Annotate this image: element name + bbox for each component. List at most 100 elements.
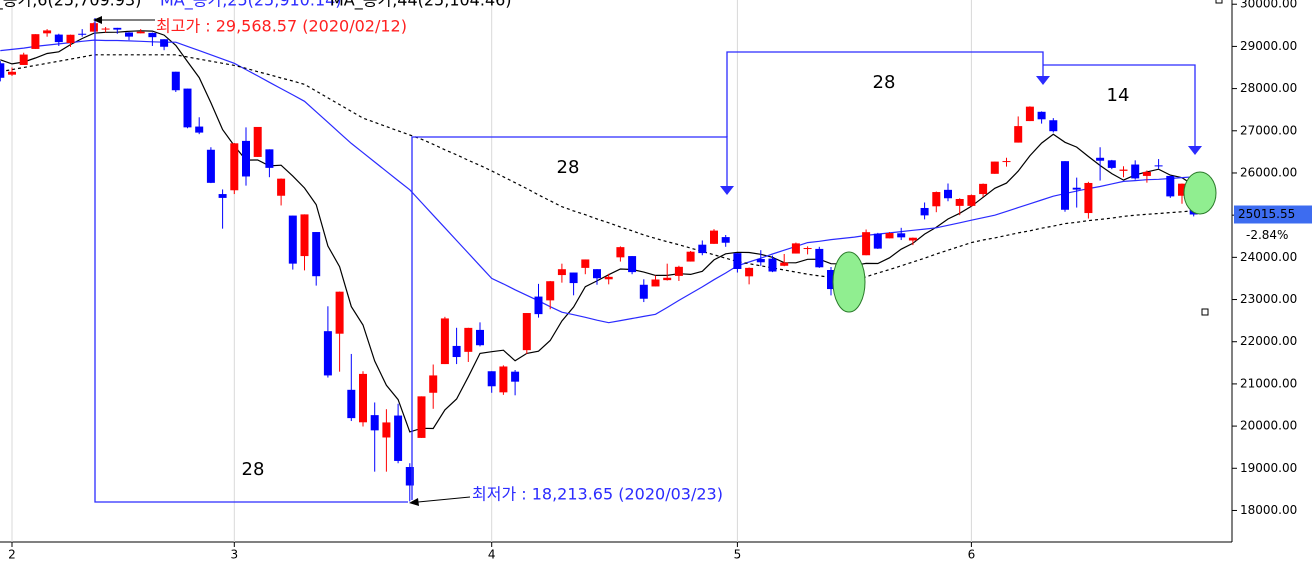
candle-body [359, 373, 367, 423]
cycle-brackets [94, 18, 1202, 503]
candle-body [335, 291, 344, 334]
candle-body [663, 277, 672, 281]
y-tick-label: 29000.00 [1240, 39, 1297, 53]
low-pointer [417, 496, 471, 503]
candle-body [815, 248, 824, 268]
x-tick-label: 2 [8, 548, 16, 562]
ma-line [0, 39, 1194, 324]
candle-body [347, 389, 356, 419]
candle-body [429, 375, 438, 393]
candle-body [370, 415, 379, 431]
candle-body [569, 272, 578, 284]
x-tick-label: 3 [230, 548, 238, 562]
y-tick-label: 24000.00 [1240, 250, 1297, 264]
candle-body [780, 262, 789, 266]
candle-body [300, 214, 309, 257]
candle-body [593, 269, 601, 279]
candle-body [277, 178, 286, 196]
candle-body [522, 313, 531, 351]
candle-body [944, 189, 952, 199]
candle-body [312, 232, 321, 277]
candle-body [54, 34, 63, 43]
candle-body [113, 27, 122, 30]
legend-entry: MA_종가,25(25,910.14) [160, 0, 342, 11]
candle-body [651, 279, 660, 287]
low-annotation: 최저가 : 18,213.65 (2020/03/23) [472, 485, 723, 504]
highlight-ellipse [1183, 171, 1217, 215]
candle-body [323, 331, 332, 376]
candle-body [218, 194, 227, 198]
candle-body [745, 267, 754, 277]
candle-body [440, 318, 449, 365]
cycle-count: 28 [557, 157, 580, 178]
candle-body [756, 259, 765, 263]
candle-body [253, 126, 262, 157]
candle-body [195, 126, 204, 133]
candle-body [990, 161, 999, 174]
highlight-ellipse [832, 251, 866, 313]
cycle-bracket [94, 18, 408, 503]
candle-body [511, 371, 520, 382]
candle-body [686, 251, 695, 262]
cycle-arrow [1036, 76, 1050, 85]
candle-body [698, 244, 707, 254]
candle-body [721, 237, 730, 243]
candle-body [979, 183, 988, 195]
candle-body [405, 467, 414, 486]
y-tick-label: 18000.00 [1240, 503, 1297, 517]
candle-body [546, 281, 555, 301]
x-tick-label: 4 [488, 548, 496, 562]
cycle-count: 28 [873, 72, 896, 93]
candle-body [1096, 157, 1105, 161]
y-tick-label: 30000.00 [1240, 0, 1297, 11]
candle-body [230, 143, 239, 191]
cycle-bracket [411, 136, 728, 500]
candle-body [920, 207, 929, 216]
y-tick-label: 27000.00 [1240, 123, 1297, 137]
candle-body [78, 33, 87, 35]
cycle-bracket [1043, 64, 1196, 148]
candle-body [803, 248, 812, 250]
candle-body [487, 371, 496, 387]
y-tick-label: 19000.00 [1240, 461, 1297, 475]
high-annotation: 최고가 : 29,568.57 (2020/02/12) [156, 17, 407, 36]
candle-body [183, 88, 192, 128]
candle-body [908, 237, 917, 241]
candle-body [1131, 164, 1140, 179]
candle-body [1049, 120, 1058, 132]
y-tick-label: 20000.00 [1240, 419, 1297, 433]
marker-square [1201, 308, 1209, 316]
x-tick-label: 5 [734, 548, 742, 562]
x-tick-label: 6 [968, 548, 976, 562]
y-tick-label: 26000.00 [1240, 165, 1297, 179]
candle-body [1037, 111, 1046, 120]
candle-body [967, 195, 976, 206]
candle-body [148, 32, 157, 38]
candle-body [1119, 169, 1128, 171]
last-price-box [1234, 205, 1312, 224]
candle-body [452, 345, 461, 358]
candle-body [604, 276, 613, 280]
candle-body [136, 31, 145, 34]
y-tick-label: 28000.00 [1240, 81, 1297, 95]
candle-body [1084, 182, 1093, 214]
cycle-arrow [1188, 146, 1202, 155]
cycle-count: 28 [242, 459, 265, 480]
legend-entry: MA_종가,6(25,709.93) [0, 0, 141, 11]
candle-body [171, 71, 180, 91]
candle-body [827, 270, 835, 290]
cycle-arrow [720, 186, 734, 195]
last-change-label: -2.84% [1246, 228, 1288, 242]
candle-body [862, 232, 871, 256]
candle-body [534, 296, 543, 315]
candle-body [897, 233, 906, 238]
ma-line [0, 54, 1194, 282]
candle-body [31, 34, 40, 49]
candle-body [733, 253, 742, 269]
candle-body [160, 39, 169, 47]
candle-body [206, 149, 215, 183]
candle-body [791, 243, 800, 254]
candle-body [1107, 160, 1116, 168]
candle-body [1014, 126, 1023, 143]
